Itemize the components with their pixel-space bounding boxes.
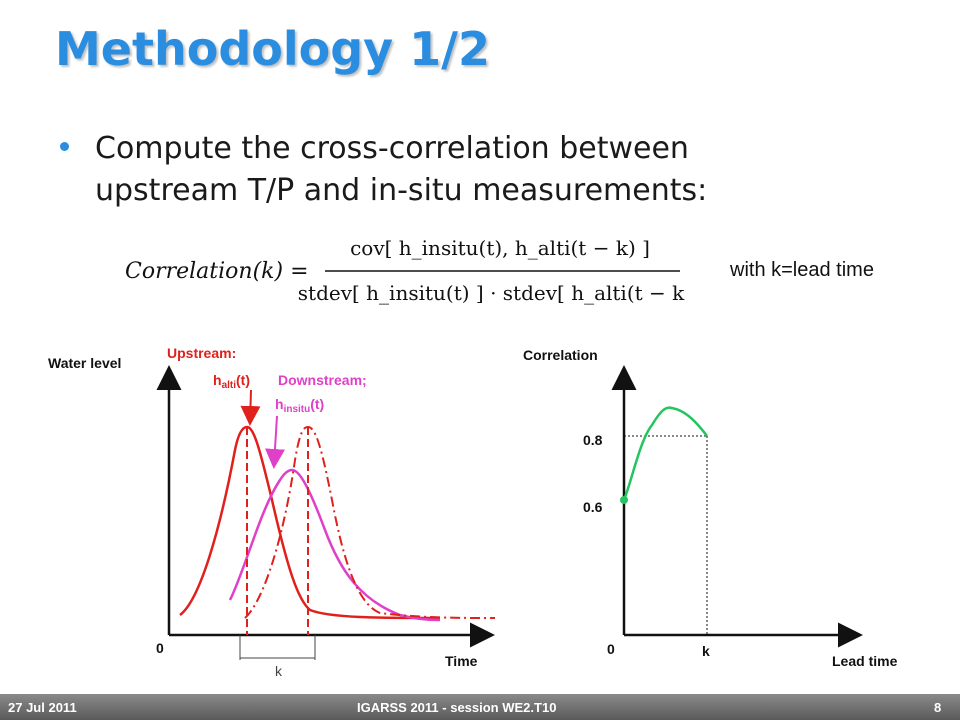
bullet-text: Compute the cross-correlation between up… (95, 131, 708, 208)
lead-time-note: with k=lead time (730, 259, 874, 281)
upstream-variable: halti(t) (213, 372, 250, 391)
upstream-curve (179, 425, 441, 620)
correlation-plot: Correlation Lead time 0 0.8 0.6 k (523, 347, 898, 669)
hydrograph-plot: Water level Time 0 k Upstream: halti(t) … (48, 345, 496, 679)
bullet-dot (60, 142, 69, 151)
footer-session: IGARSS 2011 - session WE2.T10 (357, 700, 557, 715)
bullet-point: Compute the cross-correlation between up… (60, 128, 840, 212)
shifted-upstream-curve (244, 425, 496, 619)
x-axis-label: Lead time (832, 653, 898, 669)
downstream-variable: hinsitu(t) (275, 396, 324, 415)
formula-lhs: Correlation(k) = (125, 259, 309, 284)
k-label: k (702, 643, 710, 659)
downstream-label: Downstream; (278, 372, 367, 388)
y-axis-label: Correlation (523, 347, 598, 363)
correlation-formula: Correlation(k) = cov[ h_insitu(t), h_alt… (125, 236, 685, 305)
origin-label: 0 (156, 640, 164, 656)
y-axis-label: Water level (48, 355, 121, 371)
upstream-label: Upstream: (167, 345, 236, 361)
curve-start-point (620, 496, 628, 504)
footer-bar: 27 Jul 2011 IGARSS 2011 - session WE2.T1… (0, 694, 960, 720)
downstream-arrow (264, 415, 285, 469)
lag-label: k (275, 663, 283, 679)
x-axis-label: Time (445, 653, 478, 669)
footer-date: 27 Jul 2011 (8, 700, 77, 715)
footer-page-number: 8 (934, 700, 942, 715)
slide-title: Methodology 1/2 (55, 22, 490, 76)
formula-numerator: cov[ h_insitu(t), h_alti(t − k) ] (350, 236, 650, 260)
formula-denominator: stdev[ h_insitu(t) ] · stdev[ h_alti(t −… (298, 281, 685, 305)
origin-label: 0 (607, 641, 615, 657)
tick-0-8: 0.8 (583, 432, 603, 448)
upstream-arrow (240, 389, 261, 426)
tick-0-6: 0.6 (583, 499, 603, 515)
downstream-curve (228, 468, 441, 622)
correlation-curve (622, 406, 708, 501)
